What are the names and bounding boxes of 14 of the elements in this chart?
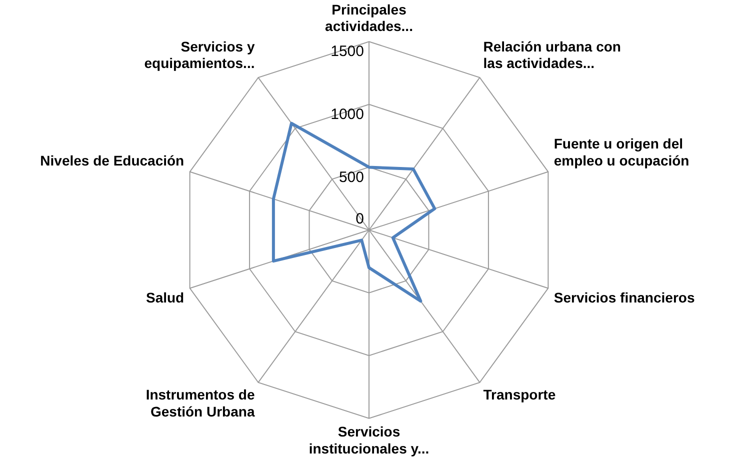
y-tick-label: 0	[356, 210, 364, 228]
spoke-label: Relación urbana con las actividades...	[483, 38, 621, 72]
spoke-label: Principales actividades...	[325, 1, 413, 34]
y-tick-label: 1000	[330, 106, 364, 124]
spoke-label: Servicios y equipamientos...	[144, 38, 255, 72]
spoke-label: Transporte	[483, 386, 556, 403]
spoke-label: Servicios financieros	[554, 289, 695, 306]
spoke-label: Fuente u origen del empleo u ocupación	[554, 136, 690, 168]
spoke-label: Servicios institucionales y...	[308, 424, 430, 456]
spoke-label: Salud	[146, 289, 184, 306]
spoke-label: Instrumentos de Gestión Urbana	[146, 386, 255, 420]
y-tick-label: 500	[338, 168, 364, 186]
y-tick-label: 1500	[330, 43, 364, 60]
spoke-label: Niveles de Educación	[40, 152, 184, 168]
